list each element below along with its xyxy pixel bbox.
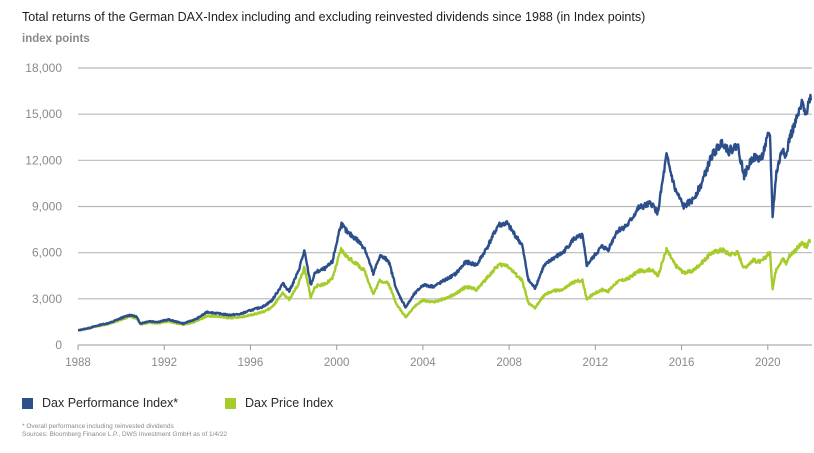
y-axis-ticks: 0 3,000 6,000 9,000 12,000 15,000 18,000	[25, 61, 62, 352]
x-tick-label: 2016	[669, 357, 695, 369]
y-tick-label: 9,000	[32, 200, 62, 214]
x-tick-label: 2020	[755, 357, 781, 369]
chart-title: Total returns of the German DAX-Index in…	[22, 10, 646, 24]
legend-swatch-performance	[22, 397, 33, 409]
footnote-source: Sources: Bloomberg Finance L.P., DWS Inv…	[22, 431, 228, 438]
footnote-note: * Overall performance including reinvest…	[22, 423, 174, 430]
legend-item-performance: Dax Performance Index*	[22, 396, 178, 410]
x-tick-label: 2012	[583, 357, 609, 369]
x-tick-label: 1988	[65, 357, 91, 369]
series-line-performance	[77, 93, 813, 332]
y-tick-label: 3,000	[32, 292, 62, 306]
x-tick-label: 1992	[151, 357, 177, 369]
x-tick-label: 2000	[324, 357, 350, 369]
x-axis: 1988 1992 1996 2000 2004 2008 2012 2016 2020	[65, 344, 812, 369]
series-line-price	[77, 238, 812, 332]
y-axis-unit-label: index points	[22, 33, 90, 45]
legend-swatch-price	[225, 397, 236, 409]
series-lines	[77, 93, 813, 332]
y-tick-label: 15,000	[25, 107, 62, 121]
x-tick-label: 2004	[410, 357, 436, 369]
y-tick-label: 6,000	[32, 246, 62, 260]
x-tick-label: 1996	[238, 357, 264, 369]
legend-label-price: Dax Price Index	[245, 396, 334, 410]
y-tick-label: 18,000	[25, 61, 62, 75]
x-tick-label: 2008	[496, 357, 522, 369]
footnote: * Overall performance including reinvest…	[22, 423, 227, 439]
legend-item-price: Dax Price Index	[225, 396, 333, 410]
legend-label-performance: Dax Performance Index*	[42, 396, 179, 410]
y-tick-label: 12,000	[25, 153, 62, 167]
y-tick-label: 0	[55, 338, 62, 352]
